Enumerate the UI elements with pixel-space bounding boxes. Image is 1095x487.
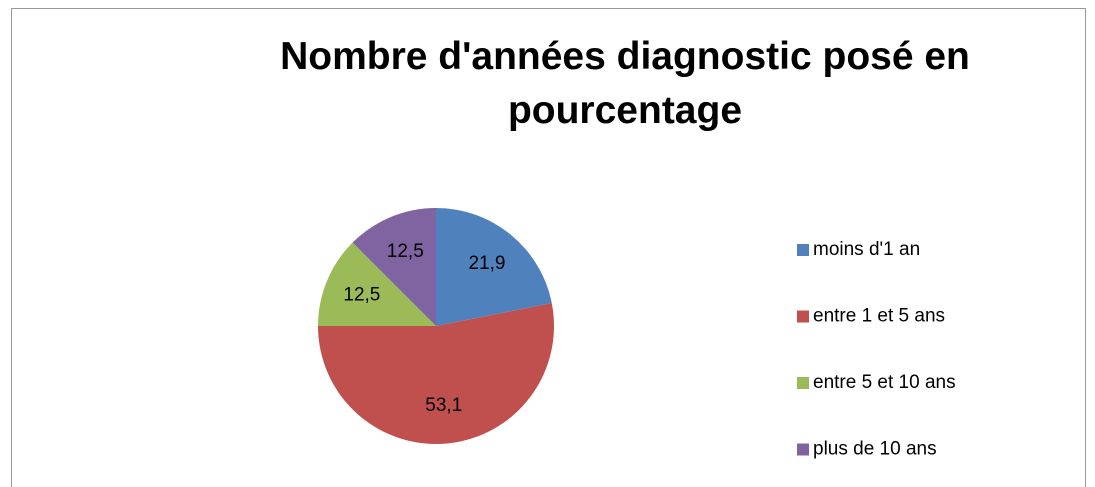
data-label: 53,1 <box>425 395 462 416</box>
pie-slice <box>352 208 436 326</box>
data-label: 21,9 <box>468 253 505 274</box>
chart-title: Nombre d'années diagnostic posé en pourc… <box>280 35 970 132</box>
chart-frame <box>11 8 1086 487</box>
pie-slice <box>318 303 554 444</box>
legend-swatch <box>797 244 809 256</box>
legend-label: moins d'1 an <box>813 239 920 260</box>
legend-swatch <box>797 443 809 456</box>
legend-label: entre 5 et 10 ans <box>813 372 956 393</box>
legend-swatch <box>797 377 809 389</box>
pie-slice <box>436 208 552 326</box>
legend-swatch <box>797 310 809 323</box>
pie-slice <box>318 242 436 326</box>
data-label: 12,5 <box>343 284 380 305</box>
data-label: 12,5 <box>387 241 424 262</box>
legend-label: plus de 10 ans <box>813 439 937 460</box>
legend-label: entre 1 et 5 ans <box>813 306 945 327</box>
